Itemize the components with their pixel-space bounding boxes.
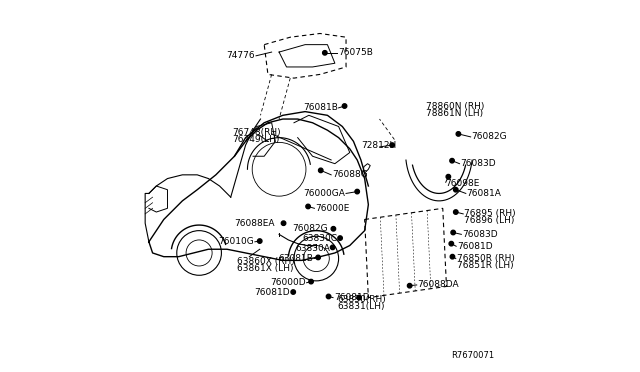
Text: 63830(RH): 63830(RH) — [337, 295, 386, 304]
Circle shape — [446, 174, 451, 179]
Text: 76081B: 76081B — [303, 103, 338, 112]
Text: 76010G: 76010G — [218, 237, 254, 246]
Circle shape — [357, 295, 362, 300]
Circle shape — [323, 51, 327, 55]
Text: 76000E: 76000E — [315, 204, 349, 213]
Text: 76000D: 76000D — [270, 278, 306, 287]
Text: 76850R (RH): 76850R (RH) — [456, 254, 515, 263]
Circle shape — [408, 283, 412, 288]
Text: 76075B: 76075B — [338, 48, 372, 57]
Text: 72812H: 72812H — [361, 141, 396, 150]
Circle shape — [326, 294, 331, 299]
Text: 63860X (RH): 63860X (RH) — [237, 257, 295, 266]
Circle shape — [291, 290, 296, 294]
Circle shape — [449, 241, 454, 246]
Text: 76088G: 76088G — [332, 170, 367, 179]
Circle shape — [451, 230, 456, 235]
Text: 76748(RH): 76748(RH) — [232, 128, 280, 137]
Circle shape — [390, 143, 394, 147]
Text: 63831(LH): 63831(LH) — [337, 302, 385, 311]
Text: 76000GA: 76000GA — [303, 189, 346, 198]
Text: 76098E: 76098E — [445, 179, 479, 187]
Text: 63081B: 63081B — [278, 254, 314, 263]
Circle shape — [450, 158, 454, 163]
Text: 76081D: 76081D — [457, 242, 493, 251]
Text: 74776: 74776 — [227, 51, 255, 60]
Circle shape — [319, 168, 323, 173]
Text: 76088EA: 76088EA — [234, 219, 275, 228]
Circle shape — [355, 189, 360, 194]
Text: 63830A: 63830A — [295, 244, 330, 253]
Circle shape — [309, 279, 314, 284]
Text: 78861N (LH): 78861N (LH) — [426, 109, 483, 118]
Text: 76851R (LH): 76851R (LH) — [456, 261, 513, 270]
Text: 63861X (LH): 63861X (LH) — [237, 264, 294, 273]
Text: 76088DA: 76088DA — [417, 280, 459, 289]
Circle shape — [454, 210, 458, 214]
Circle shape — [306, 204, 310, 209]
Text: 76081A: 76081A — [467, 189, 502, 198]
Text: 76895 (RH): 76895 (RH) — [464, 209, 516, 218]
Text: 76082G: 76082G — [292, 224, 328, 233]
Text: 76896 (LH): 76896 (LH) — [464, 217, 515, 225]
Circle shape — [316, 255, 321, 260]
Circle shape — [456, 132, 461, 136]
Text: 76081D: 76081D — [334, 293, 369, 302]
Circle shape — [450, 254, 454, 259]
Text: R7670071: R7670071 — [451, 351, 494, 360]
Text: 78860N (RH): 78860N (RH) — [426, 102, 484, 110]
Text: 76083D: 76083D — [460, 159, 496, 168]
Circle shape — [454, 187, 458, 192]
Circle shape — [342, 104, 347, 108]
Text: 63830C: 63830C — [302, 234, 337, 243]
Text: 76081D: 76081D — [254, 288, 289, 297]
Circle shape — [330, 245, 335, 250]
Text: 76082G: 76082G — [472, 132, 507, 141]
Text: 76749(LH): 76749(LH) — [232, 135, 279, 144]
Circle shape — [257, 239, 262, 243]
Circle shape — [338, 236, 342, 240]
Text: 76083D: 76083D — [462, 230, 498, 239]
Circle shape — [331, 227, 335, 231]
Circle shape — [282, 221, 286, 225]
